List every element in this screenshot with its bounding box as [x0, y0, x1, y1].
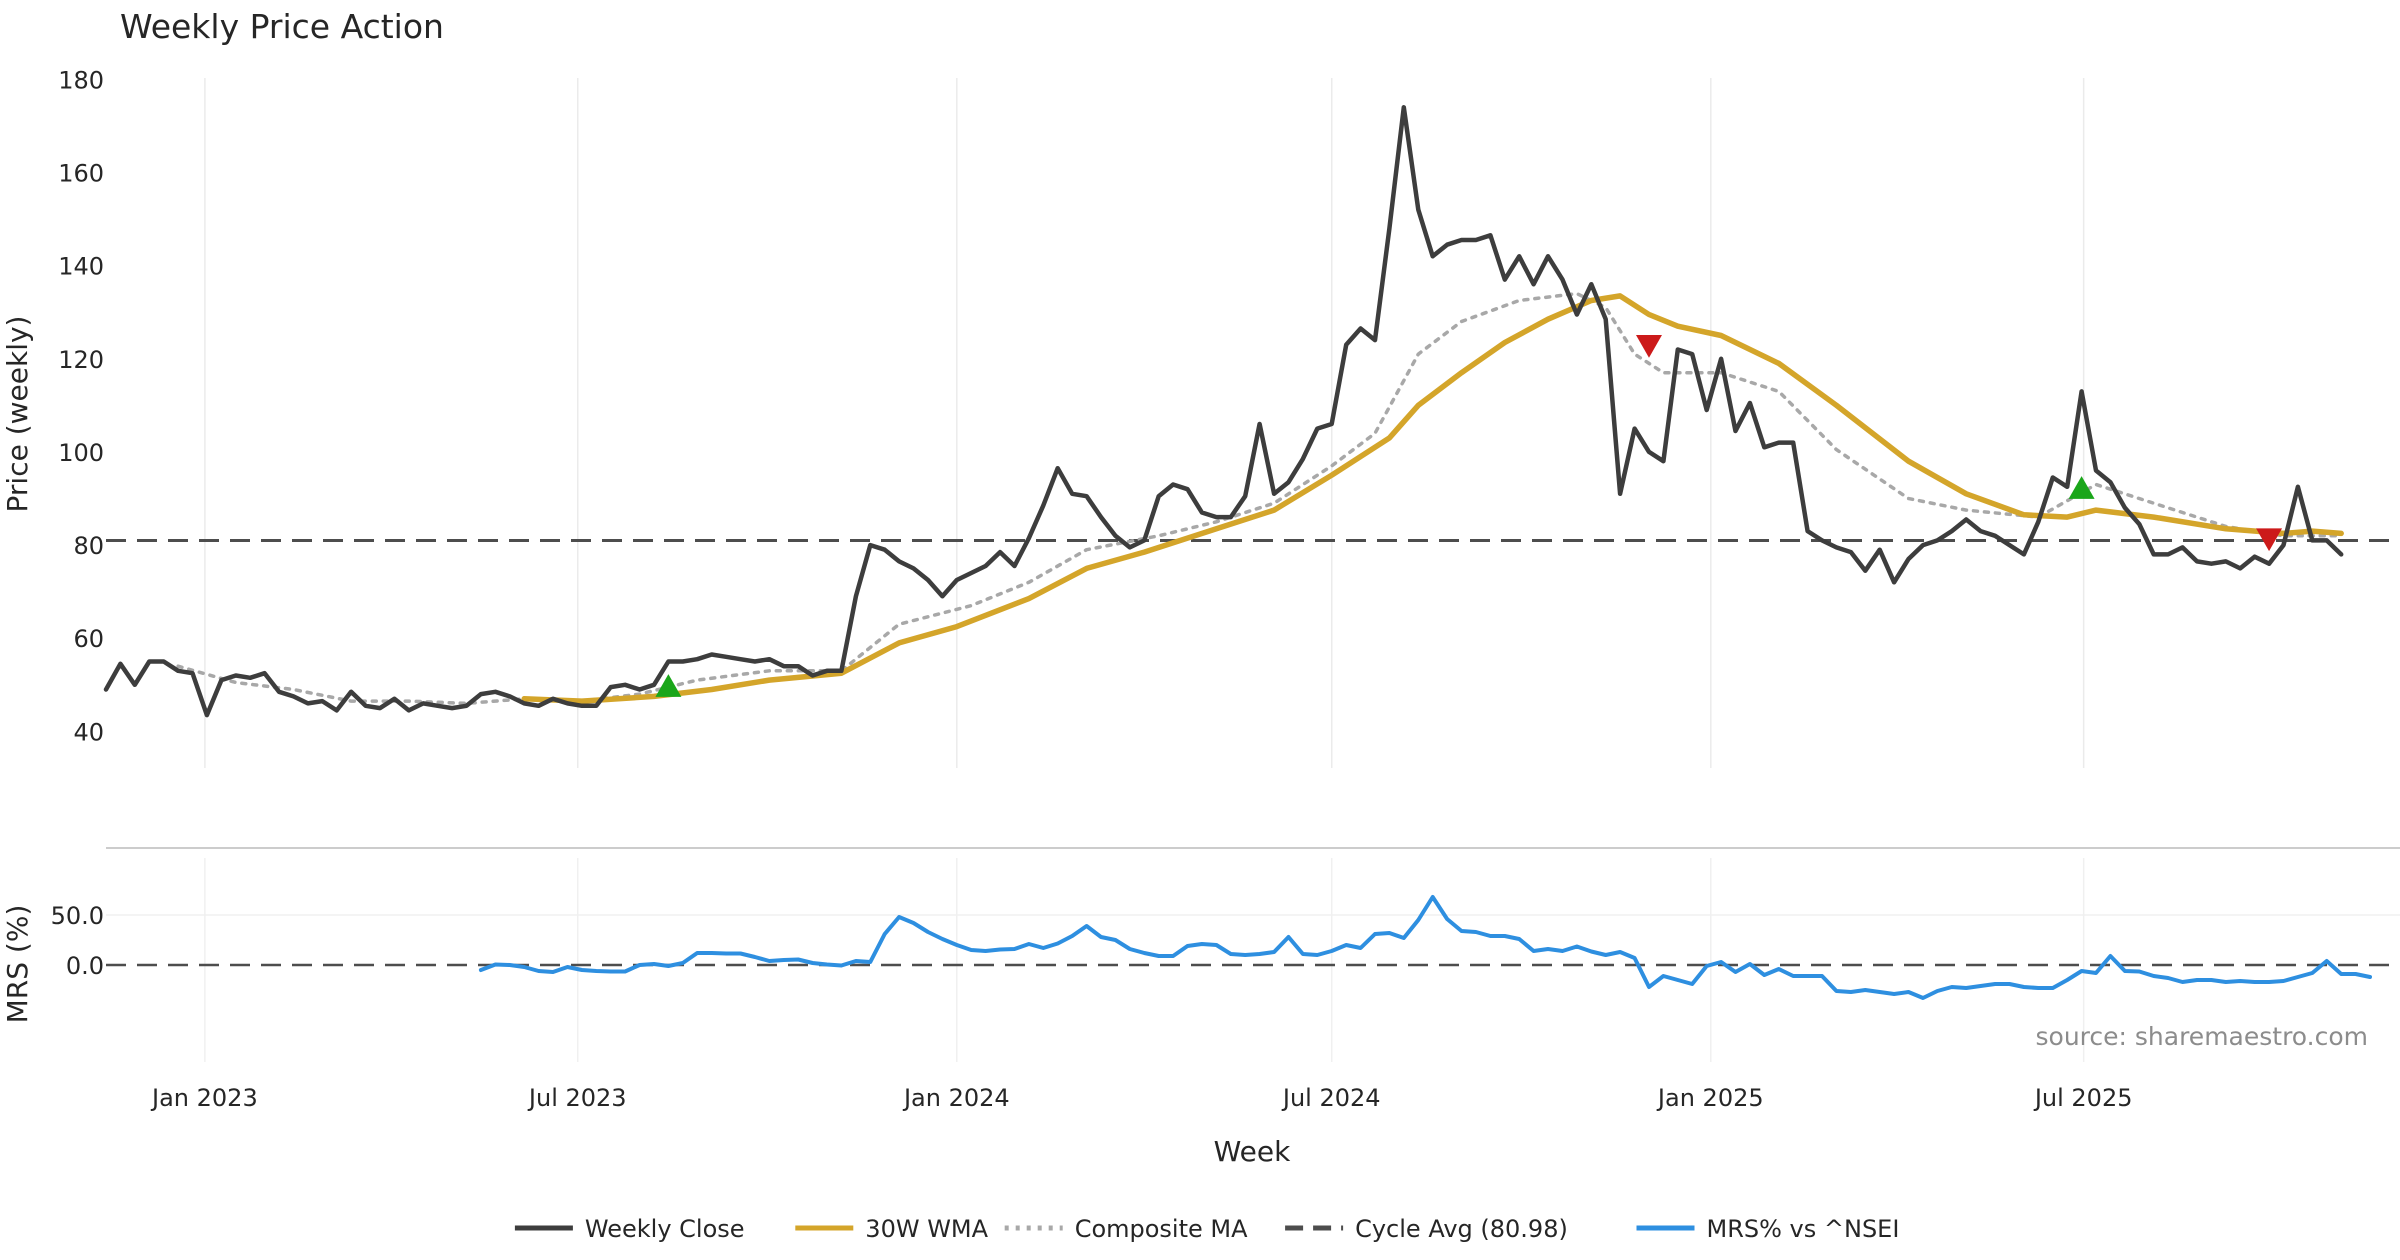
buy-signal-marker-0	[655, 674, 682, 697]
price-y-tick-label: 100	[58, 439, 104, 467]
price-y-tick-label: 140	[58, 253, 104, 281]
mrs-y-tick-label: 0.0	[66, 952, 104, 980]
mrs-series	[478, 895, 2372, 1000]
x-tick-label: Jan 2024	[902, 1084, 1010, 1112]
x-axis-ticks: Jan 2023 Jul 2023 Jan 2024 Jul 2024 Jan 2025…	[150, 1084, 2132, 1112]
x-axis-label: Week	[1214, 1135, 1291, 1168]
chart-title: Weekly Price Action	[120, 7, 444, 46]
legend-label-4: MRS% vs ^NSEI	[1707, 1215, 1900, 1243]
sell-signal-marker-3	[2256, 528, 2283, 552]
buy-signal-marker-2	[2068, 476, 2095, 499]
series-line-mrs	[478, 895, 2372, 1000]
x-tick-label: Jul 2025	[2033, 1084, 2133, 1112]
mrs-y-ticks: 0.0 50.0	[51, 902, 104, 980]
legend: Weekly Close 30W WMA Composite MA Cycle Avg…	[514, 1215, 1900, 1243]
mrs-y-axis-label: MRS (%)	[1, 905, 34, 1024]
legend-label-1: 30W WMA	[865, 1215, 988, 1243]
price-y-ticks: 40 60 80 100 120 140 160 180	[58, 66, 104, 746]
x-tick-label: Jan 2023	[150, 1084, 258, 1112]
price-gridlines	[204, 78, 2085, 768]
sell-signal-marker-1	[1635, 335, 1662, 358]
series-line-30w-wma	[521, 293, 2344, 704]
price-y-tick-label: 180	[58, 66, 104, 94]
price-y-tick-label: 40	[73, 718, 104, 746]
x-tick-label: Jul 2023	[527, 1084, 627, 1112]
legend-label-3: Cycle Avg (80.98)	[1355, 1215, 1568, 1243]
signal-markers	[655, 335, 2283, 697]
x-tick-label: Jul 2024	[1281, 1084, 1381, 1112]
price-y-tick-label: 120	[58, 346, 104, 374]
price-y-tick-label: 160	[58, 159, 104, 187]
price-y-axis-label: Price (weekly)	[1, 316, 34, 513]
series-line-composite-ma	[176, 291, 2343, 706]
price-panel: 40 60 80 100 120 140 160 180 Price (weekly)	[1, 66, 2400, 768]
series-line-weekly-close	[103, 105, 2344, 718]
price-y-tick-label: 80	[73, 532, 104, 560]
price-y-tick-label: 60	[73, 625, 104, 653]
legend-label-2: Composite MA	[1075, 1215, 1248, 1243]
mrs-gridlines	[106, 858, 2400, 1062]
x-tick-label: Jan 2025	[1656, 1084, 1764, 1112]
price-series	[103, 105, 2344, 718]
mrs-y-tick-label: 50.0	[51, 902, 104, 930]
source-watermark: source: sharemaestro.com	[2036, 1022, 2369, 1051]
mrs-panel: 0.0 50.0 MRS (%) source: sharemaestro.com	[1, 858, 2400, 1062]
legend-label-0: Weekly Close	[585, 1215, 745, 1243]
